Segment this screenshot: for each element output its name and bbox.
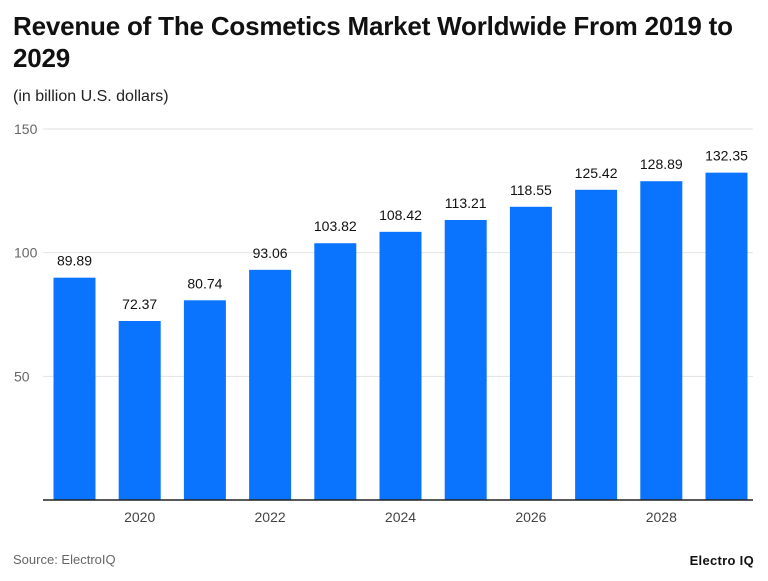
y-tick-label: 100 <box>14 245 38 261</box>
data-label: 118.55 <box>510 182 552 198</box>
data-label: 80.74 <box>187 275 222 291</box>
data-label: 128.89 <box>640 156 683 172</box>
x-tick-label: 2026 <box>515 509 546 525</box>
data-label: 72.37 <box>122 296 157 312</box>
data-label: 93.06 <box>253 245 288 261</box>
data-label: 103.82 <box>314 218 357 234</box>
bar <box>379 231 422 501</box>
y-axis-ticks: 50 100 150 <box>14 121 38 384</box>
x-tick-label: 2020 <box>124 509 155 525</box>
y-tick-label: 50 <box>14 368 30 384</box>
bar <box>640 181 683 500</box>
x-tick-label: 2024 <box>385 509 416 525</box>
x-axis-ticks: 2020 2022 2024 2026 2028 <box>124 509 677 525</box>
bar <box>509 206 552 501</box>
chart-title: Revenue of The Cosmetics Market Worldwid… <box>13 11 733 73</box>
bars <box>53 172 748 501</box>
data-label: 108.42 <box>379 207 422 223</box>
data-label: 113.21 <box>445 195 487 211</box>
data-labels: 89.89 72.37 80.74 93.06 103.82 108.42 113.21 11… <box>57 148 748 312</box>
bar <box>53 277 96 500</box>
chart-subtitle: (in billion U.S. dollars) <box>13 88 169 105</box>
data-label: 89.89 <box>57 253 92 269</box>
source-note: Source: ElectroIQ <box>13 552 116 567</box>
data-label: 125.42 <box>575 165 618 181</box>
x-tick-label: 2022 <box>255 509 286 525</box>
bar <box>444 219 487 500</box>
brand-logo: Electro IQ <box>689 553 754 568</box>
bar <box>314 243 357 500</box>
bar <box>249 269 292 500</box>
data-label: 132.35 <box>705 148 748 164</box>
y-tick-label: 150 <box>14 121 38 137</box>
bar <box>183 300 226 500</box>
bar <box>575 189 618 500</box>
bar <box>705 172 748 500</box>
x-tick-label: 2028 <box>646 509 677 525</box>
bar <box>118 321 161 500</box>
